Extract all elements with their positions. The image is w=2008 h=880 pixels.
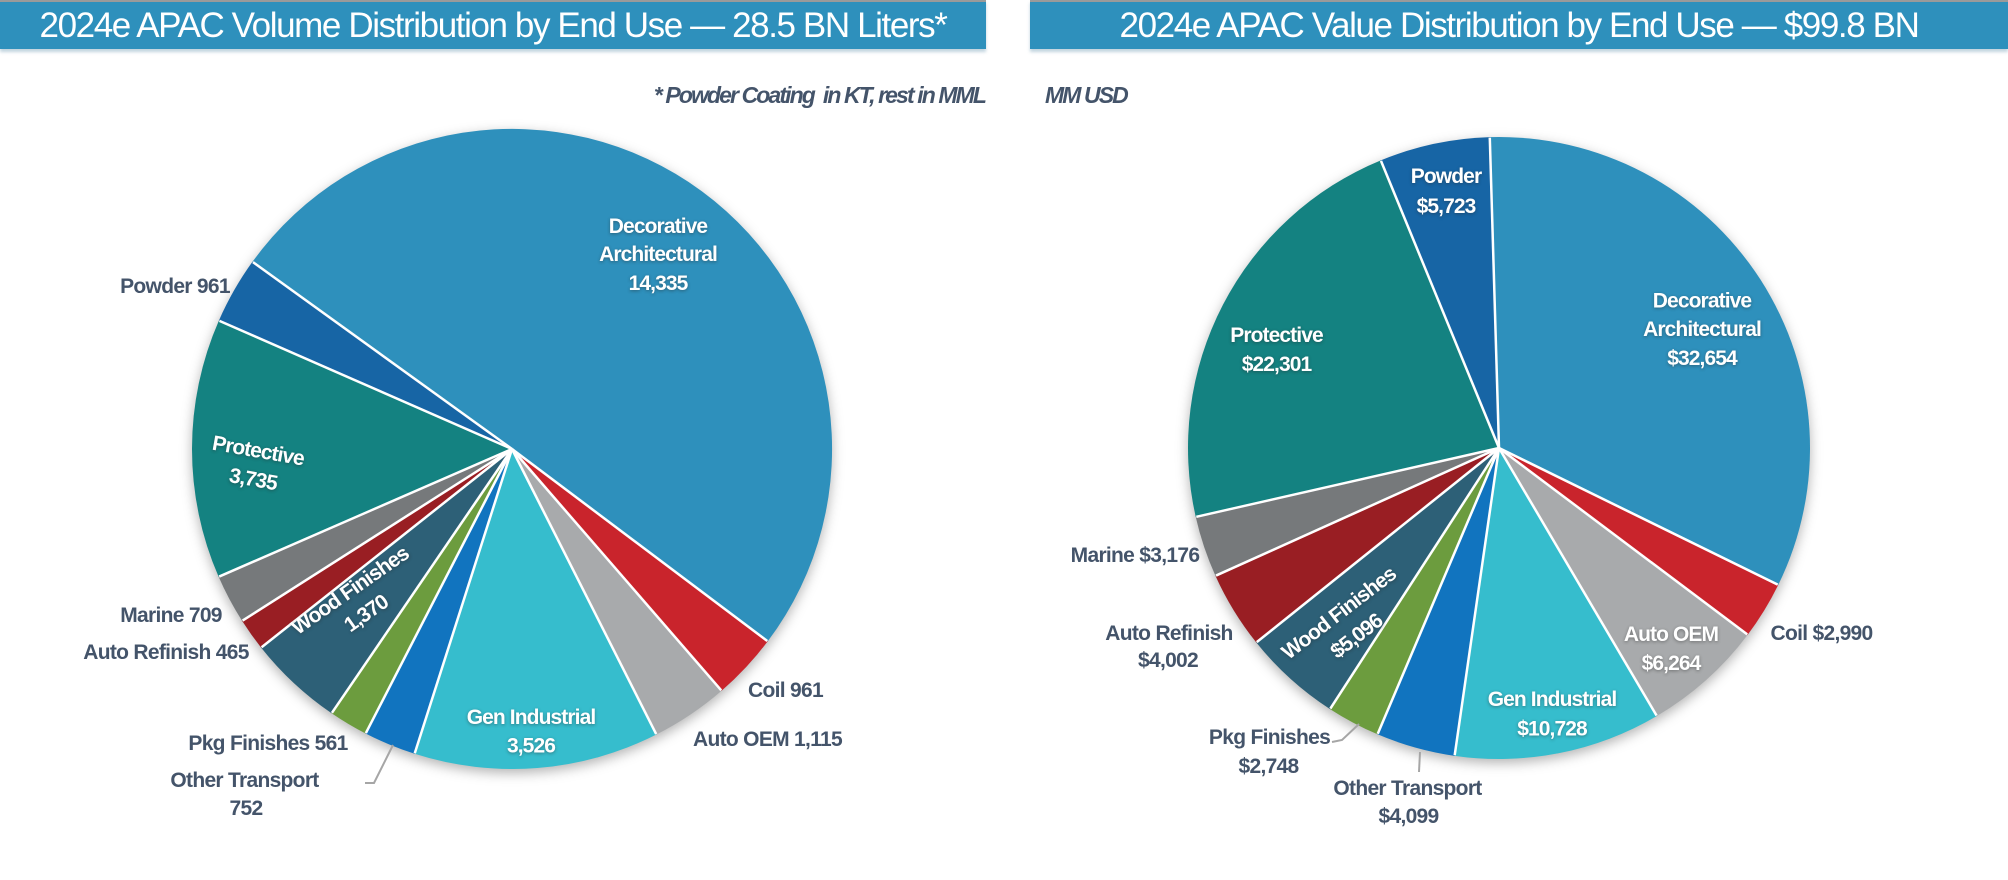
svg-text:3,526: 3,526 [507, 735, 555, 758]
svg-text:$6,264: $6,264 [1642, 652, 1702, 675]
svg-text:Powder 961: Powder 961 [120, 275, 231, 298]
svg-text:Decorative: Decorative [1653, 290, 1752, 313]
svg-text:$10,728: $10,728 [1517, 718, 1588, 741]
svg-text:Powder: Powder [1411, 165, 1482, 188]
svg-text:Gen Industrial: Gen Industrial [1488, 688, 1617, 711]
svg-text:752: 752 [230, 797, 263, 820]
svg-text:Other Transport: Other Transport [170, 769, 319, 792]
svg-text:Architectural: Architectural [1643, 318, 1761, 341]
svg-text:Protective: Protective [1230, 324, 1323, 347]
svg-text:Auto Refinish: Auto Refinish [1105, 622, 1232, 645]
svg-text:$4,099: $4,099 [1378, 805, 1438, 828]
svg-text:$2,748: $2,748 [1238, 755, 1299, 778]
svg-text:Pkg Finishes 561: Pkg Finishes 561 [188, 732, 348, 755]
svg-text:$4,002: $4,002 [1138, 649, 1198, 672]
svg-text:$5,723: $5,723 [1417, 195, 1476, 218]
svg-text:Other Transport: Other Transport [1333, 777, 1482, 800]
svg-text:Decorative: Decorative [609, 215, 708, 238]
svg-text:Marine $3,176: Marine $3,176 [1071, 544, 1200, 567]
svg-text:Auto Refinish 465: Auto Refinish 465 [83, 641, 249, 664]
svg-text:Gen Industrial: Gen Industrial [467, 706, 596, 729]
svg-text:14,335: 14,335 [629, 272, 689, 295]
svg-text:Coil $2,990: Coil $2,990 [1770, 622, 1872, 645]
svg-text:Coil 961: Coil 961 [748, 679, 824, 702]
svg-text:$32,654: $32,654 [1667, 347, 1738, 370]
svg-text:$22,301: $22,301 [1242, 353, 1313, 376]
svg-text:Architectural: Architectural [599, 243, 717, 266]
svg-text:Auto OEM: Auto OEM [1624, 623, 1719, 646]
svg-text:Pkg Finishes: Pkg Finishes [1209, 726, 1330, 749]
svg-text:Marine 709: Marine 709 [120, 604, 222, 627]
svg-text:Auto OEM 1,115: Auto OEM 1,115 [693, 728, 843, 751]
